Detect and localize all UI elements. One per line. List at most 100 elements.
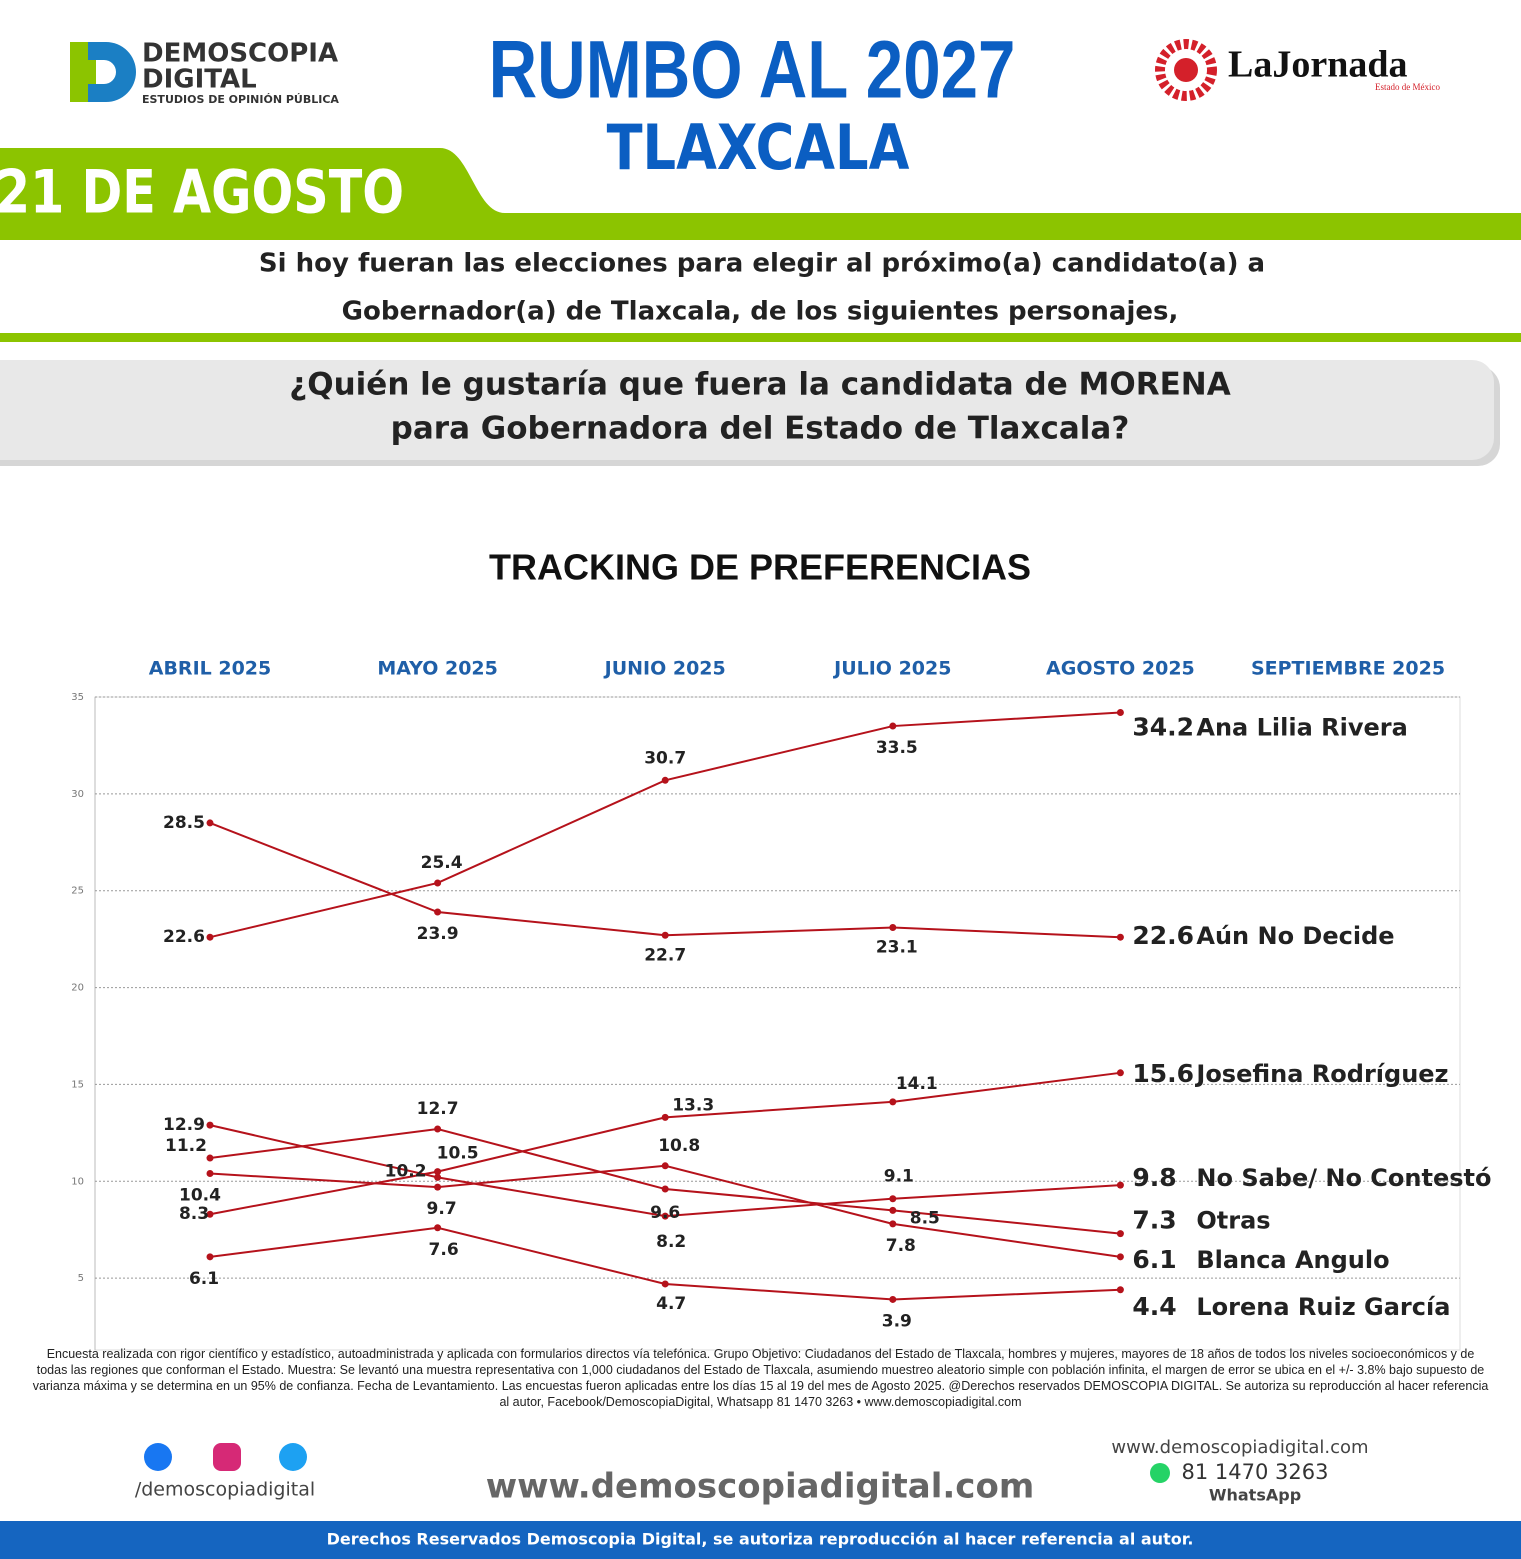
y-tick-label: 25 [71, 886, 84, 897]
data-label: 14.1 [896, 1074, 938, 1094]
data-point [661, 776, 669, 784]
partner: LaJornada [1228, 44, 1407, 86]
end-value: 15.6 [1132, 1059, 1194, 1088]
data-label: 30.7 [644, 748, 686, 768]
data-label: 13.3 [672, 1095, 714, 1115]
twitter-icon [279, 1443, 307, 1471]
data-point [889, 1098, 897, 1106]
brand2: DIGITAL [142, 65, 257, 95]
data-point [889, 1195, 897, 1203]
data-label: 12.9 [163, 1115, 205, 1135]
data-point [206, 1121, 214, 1129]
data-label: 22.7 [644, 945, 686, 965]
data-point [889, 924, 897, 932]
end-value: 4.4 [1132, 1292, 1176, 1321]
y-tick-label: 35 [71, 692, 84, 703]
question-box [0, 360, 1494, 460]
data-point [206, 1154, 214, 1162]
data-point [206, 1170, 214, 1178]
x-tick-label: JUNIO 2025 [603, 658, 726, 680]
data-label: 8.2 [656, 1232, 686, 1252]
data-point [661, 1162, 669, 1170]
data-label: 33.5 [876, 738, 918, 758]
phone: 81 1470 3263 [1182, 1460, 1329, 1484]
title: RUMBO AL 2027 [489, 23, 1016, 115]
end-value: 34.2 [1132, 712, 1194, 741]
data-point [889, 1220, 897, 1228]
x-tick-label: SEPTIEMBRE 2025 [1251, 658, 1445, 680]
y-tick-label: 10 [71, 1176, 84, 1187]
legend-entry: Lorena Ruiz García [1196, 1293, 1450, 1321]
data-label: 7.6 [429, 1240, 459, 1260]
chart-title: TRACKING DE PREFERENCIAS [489, 547, 1031, 588]
data-point [1116, 1069, 1124, 1077]
legend-entry: Blanca Angulo [1196, 1246, 1389, 1274]
subtitle: TLAXCALA [607, 112, 910, 184]
data-point [434, 879, 442, 887]
x-tick-label: JULIO 2025 [832, 658, 951, 680]
data-point [889, 1295, 897, 1303]
series-line [209, 821, 1121, 939]
partner-logo-core [1174, 58, 1198, 82]
rights-bar [0, 1521, 1521, 1559]
logo-d [88, 42, 136, 102]
data-point [434, 1125, 442, 1133]
data-point [661, 1280, 669, 1288]
data-point [206, 819, 214, 827]
partner-sub: Estado de México [1375, 82, 1440, 92]
date: 21 DE AGOSTO [0, 157, 404, 227]
website: www.demoscopiadigital.com [486, 1467, 1035, 1507]
data-label: 9.7 [427, 1199, 457, 1219]
whatsapp-icon [1150, 1463, 1170, 1483]
facebook-icon [144, 1443, 172, 1471]
data-label: 4.7 [656, 1294, 686, 1314]
legend-entry: Josefina Rodríguez [1194, 1060, 1448, 1088]
brand: DEMOSCOPIA [142, 39, 338, 69]
data-point [434, 908, 442, 916]
intro: Gobernador(a) de Tlaxcala, de los siguie… [342, 297, 1179, 327]
data-label: 6.1 [189, 1269, 219, 1289]
data-point [661, 1212, 669, 1220]
brand-sub: ESTUDIOS DE OPINIÓN PÚBLICA [142, 93, 339, 106]
divider [0, 333, 1521, 342]
whatsapp: WhatsApp [1209, 1486, 1301, 1505]
data-point [206, 1253, 214, 1261]
data-point [434, 1168, 442, 1176]
data-point [206, 1210, 214, 1218]
y-tick-label: 20 [71, 983, 84, 994]
instagram-icon [213, 1443, 241, 1471]
legend-entry: Otras [1196, 1207, 1270, 1235]
data-point [434, 1183, 442, 1191]
x-tick-label: AGOSTO 2025 [1046, 658, 1195, 680]
partner-logo [1155, 39, 1217, 101]
data-label: 9.1 [884, 1167, 914, 1187]
data-point [1116, 1286, 1124, 1294]
data-point [206, 933, 214, 941]
data-point [1116, 1181, 1124, 1189]
end-value: 9.8 [1132, 1163, 1176, 1192]
data-point [434, 1173, 442, 1181]
date-banner [0, 148, 1521, 240]
data-label: 9.6 [650, 1203, 680, 1223]
data-label: 11.2 [165, 1136, 207, 1156]
data-label: 10.5 [437, 1144, 479, 1164]
end-value: 6.1 [1132, 1245, 1176, 1274]
methodology-note: Encuesta realizada con rigor científico … [32, 1347, 1489, 1409]
data-label: 25.4 [421, 853, 463, 873]
x-tick-label: MAYO 2025 [377, 658, 498, 680]
data-point [1116, 1230, 1124, 1238]
y-tick-label: 5 [78, 1273, 84, 1284]
data-label: 23.1 [876, 938, 918, 958]
data-label: 28.5 [163, 813, 205, 833]
end-value: 7.3 [1132, 1206, 1176, 1235]
data-point [889, 722, 897, 730]
data-point [661, 1185, 669, 1193]
y-tick-label: 15 [71, 1079, 84, 1090]
data-label: 8.5 [910, 1208, 940, 1228]
intro: Si hoy fueran las elecciones para elegir… [259, 249, 1265, 279]
data-label: 7.8 [886, 1236, 916, 1256]
legend-entry: Ana Lilia Rivera [1196, 713, 1407, 741]
social: /demoscopiadigital [135, 1479, 315, 1501]
